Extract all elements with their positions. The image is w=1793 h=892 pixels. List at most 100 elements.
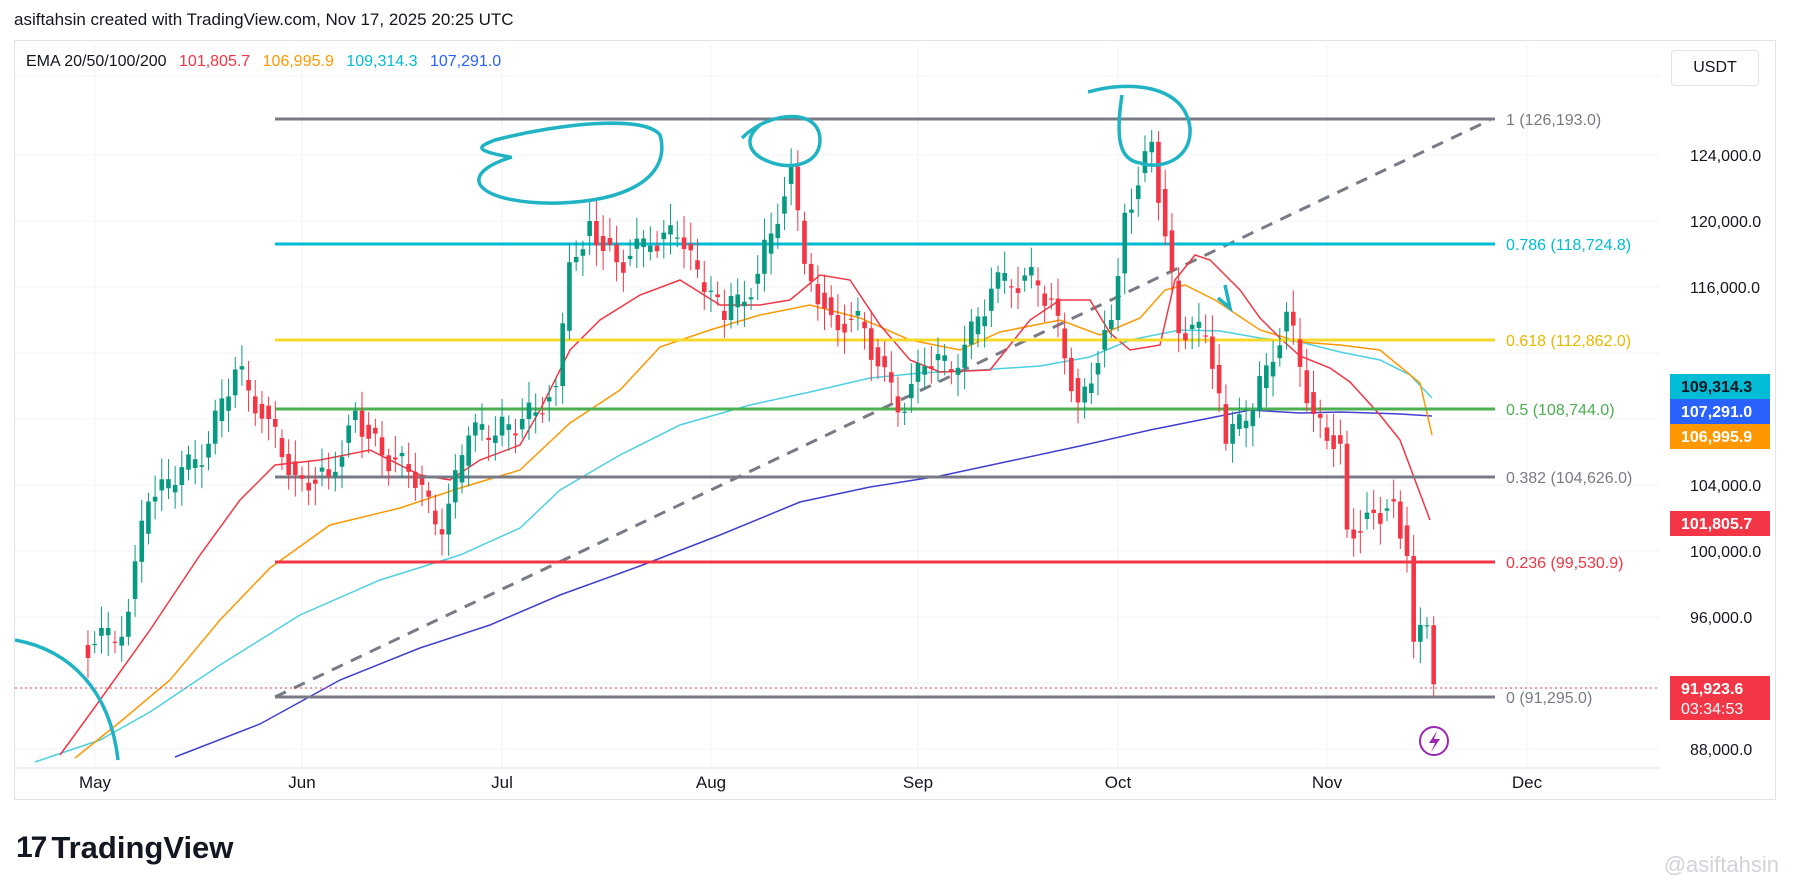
candle-body: [132, 561, 138, 600]
candle-body: [499, 416, 505, 436]
candle-body: [526, 402, 532, 419]
candle-body: [1035, 280, 1041, 286]
x-tick-oct: Oct: [1105, 773, 1132, 792]
candle-body: [775, 223, 781, 239]
candle-body: [882, 356, 887, 368]
candles[interactable]: [85, 129, 1436, 697]
ema50-line: [74, 284, 1433, 759]
x-tick-nov: Nov: [1312, 773, 1343, 792]
candle-body: [580, 249, 586, 256]
candle-body: [1210, 336, 1215, 369]
candle-body: [453, 470, 458, 503]
candle-body: [146, 501, 151, 534]
candle-body: [546, 397, 552, 402]
candle-body: [560, 323, 565, 386]
candle-body: [1002, 272, 1007, 281]
candle-body: [373, 427, 378, 434]
lightning-icon[interactable]: [1419, 726, 1449, 756]
candle-body: [969, 321, 974, 345]
candle-body: [995, 272, 1001, 289]
candle-body: [540, 413, 545, 415]
candle-body: [359, 410, 365, 437]
candle-body: [715, 294, 720, 298]
badge-ema200: 107,291.0: [1681, 404, 1752, 421]
candle-body: [728, 295, 734, 320]
candle-body: [842, 323, 847, 333]
candle-body: [681, 237, 687, 250]
ema-legend[interactable]: EMA 20/50/100/200 101,805.7 106,995.9 10…: [26, 53, 509, 71]
ema50-value: 106,995.9: [262, 53, 334, 70]
circle-top-1[interactable]: [477, 121, 664, 205]
candle-body: [587, 221, 592, 236]
candle-body: [862, 321, 867, 329]
candle-body: [1055, 298, 1061, 316]
candle-body: [85, 645, 91, 658]
candle-body: [206, 443, 211, 458]
candle-body: [1277, 345, 1283, 359]
candle-body: [1109, 320, 1114, 330]
candle-body: [1176, 280, 1181, 334]
candle-body: [1203, 335, 1208, 337]
candle-body: [1297, 339, 1303, 367]
candle-body: [942, 355, 947, 361]
badge-countdown: 03:34:53: [1681, 701, 1743, 718]
candle-body: [795, 166, 801, 211]
badge-last-price-bg: [1670, 676, 1770, 720]
candle-body: [742, 301, 747, 307]
candle-body: [1351, 529, 1356, 539]
candle-body: [1196, 321, 1202, 328]
candle-body: [1042, 293, 1047, 306]
fib-levels[interactable]: [275, 117, 1495, 699]
candle-body: [1384, 508, 1390, 511]
candle-body: [366, 424, 371, 439]
candle-body: [252, 396, 258, 414]
candle-body: [286, 453, 291, 475]
candle-body: [1230, 423, 1235, 444]
price-badges: 109,314.3 107,291.0 106,995.9 101,805.7 …: [1670, 374, 1770, 720]
candle-body: [126, 611, 131, 637]
candle-body: [386, 455, 391, 472]
candle-body: [989, 288, 994, 311]
ema200-value: 107,291.0: [429, 53, 502, 70]
drawings[interactable]: [14, 84, 1233, 761]
candle-body: [1237, 414, 1242, 430]
fib-label-0236: 0.236 (99,530.9): [1506, 555, 1623, 572]
candle-body: [1257, 376, 1262, 411]
circle-top-2[interactable]: [740, 114, 822, 168]
candle-body: [1264, 365, 1269, 389]
candle-body: [232, 369, 238, 396]
y-tick-116000: 116,000.0: [1690, 280, 1760, 297]
tick-mark[interactable]: [1216, 284, 1233, 313]
candle-body: [1142, 151, 1148, 174]
candle-body: [466, 435, 471, 466]
candle-body: [1250, 410, 1256, 427]
candle-body: [1331, 435, 1336, 449]
candle-body: [627, 255, 633, 260]
candle-body: [708, 290, 714, 292]
candle-body: [1069, 357, 1074, 392]
circle-top-3[interactable]: [1087, 84, 1192, 167]
y-tick-120000: 120,000.0: [1690, 214, 1761, 231]
candle-body: [166, 479, 171, 489]
candle-body: [1424, 625, 1430, 627]
candle-body: [553, 386, 559, 388]
candle-body: [293, 461, 298, 476]
y-axis-labels: 124,000.0 120,000.0 116,000.0 104,000.0 …: [1690, 148, 1761, 759]
fib-label-0618: 0.618 (112,862.0): [1506, 333, 1631, 350]
candle-body: [353, 410, 358, 421]
candle-body: [802, 220, 807, 264]
chart-header: asiftahsin created with TradingView.com,…: [14, 10, 514, 29]
candle-body: [1162, 189, 1168, 237]
tradingview-logo[interactable]: 17 TradingView: [16, 830, 233, 866]
candle-body: [755, 273, 761, 284]
candle-body: [922, 366, 927, 375]
x-tick-jun: Jun: [288, 773, 315, 792]
fib-label-0: 0 (91,295.0): [1506, 690, 1592, 707]
currency-button[interactable]: USDT: [1671, 50, 1759, 86]
candle-body: [1049, 298, 1054, 300]
candle-body: [695, 260, 700, 270]
candle-body: [446, 503, 451, 535]
circle-bottom-left[interactable]: [14, 638, 120, 761]
candle-body: [393, 457, 398, 460]
